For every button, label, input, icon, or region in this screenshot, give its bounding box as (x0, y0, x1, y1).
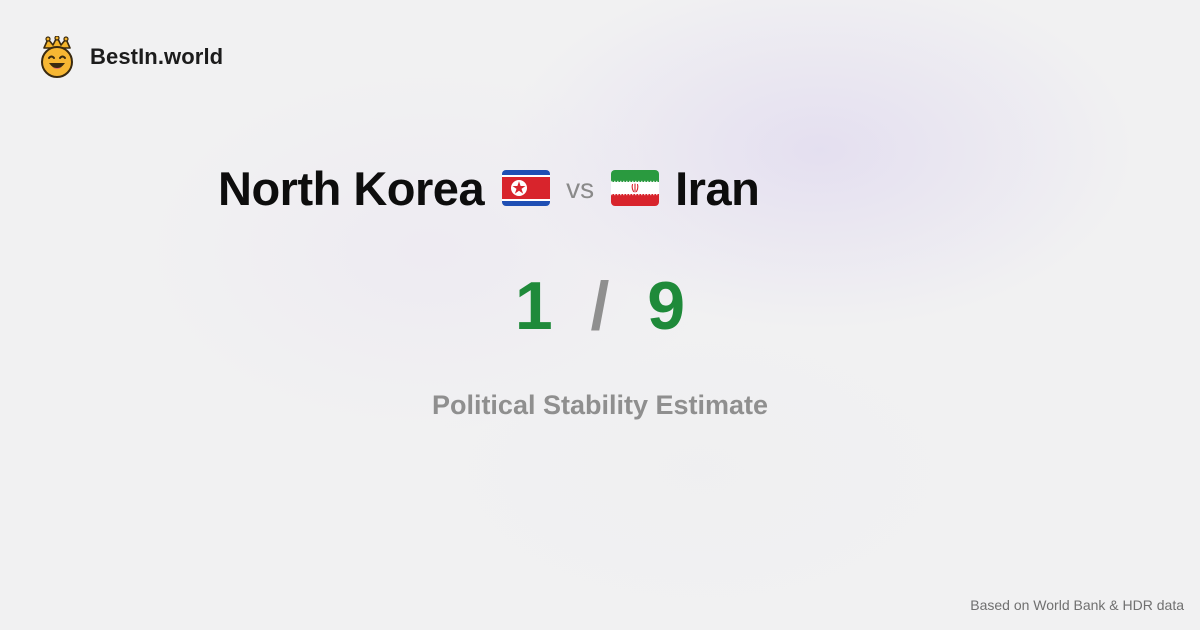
crown-smiley-icon (41, 36, 73, 78)
score-b: 9 (647, 268, 686, 344)
country-b-name[interactable]: Iran (675, 161, 760, 215)
iran-flag-icon (611, 170, 660, 206)
country-a-name[interactable]: North Korea (218, 161, 485, 215)
country-matchup: North Korea vs Iran (218, 158, 760, 218)
score-separator: / (590, 268, 610, 344)
score-display: 1 / 9 (0, 268, 1200, 344)
score-a: 1 (514, 268, 553, 344)
metric-label: Political Stability Estimate (431, 390, 769, 420)
data-source-note: Based on World Bank & HDR data (970, 597, 1184, 613)
brand[interactable]: BestIn.world (38, 36, 223, 78)
vs-label: vs (566, 173, 595, 204)
brand-name: BestIn.world (90, 44, 224, 69)
north-korea-flag-icon (502, 170, 551, 206)
